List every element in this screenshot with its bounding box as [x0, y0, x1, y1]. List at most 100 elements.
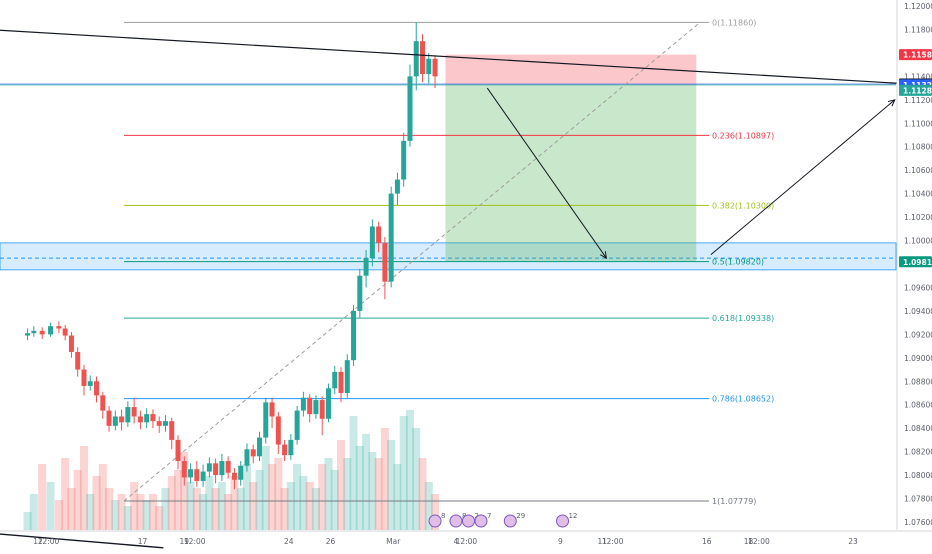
time-tick-label: 12:00: [38, 537, 60, 546]
volume-bar: [155, 506, 164, 530]
forecast-arrow: [710, 99, 896, 256]
candle-body: [48, 326, 54, 335]
volume-bar: [211, 488, 220, 530]
time-tick-label: 24: [284, 537, 294, 546]
time-tick-label: 19: [180, 537, 190, 546]
fib-level-label: 0.5(1.09820): [712, 258, 764, 267]
forecast-arrow-head: [887, 99, 896, 107]
price-tick-label: 1.08200: [904, 448, 932, 457]
volume-bar: [148, 494, 157, 530]
volume-bar: [136, 494, 145, 530]
time-tick-label: 26: [326, 537, 336, 546]
volume-bar: [98, 464, 107, 530]
fib-level-label: 1(1.07779): [712, 497, 756, 506]
fib-level-label: 0.618(1.09338): [712, 314, 774, 323]
stop-loss-zone: [445, 54, 697, 85]
price-tick-label: 1.10000: [904, 237, 932, 246]
candle-body: [288, 439, 294, 456]
volume-bar: [293, 464, 302, 530]
volume-bar: [29, 494, 38, 530]
volume-bar: [92, 476, 101, 530]
candle-body: [307, 397, 313, 415]
price-tick-label: 1.10200: [904, 213, 932, 222]
candle-body: [194, 469, 200, 481]
fib-trend-line: [123, 22, 701, 502]
volume-bar: [343, 458, 352, 530]
candle-body: [238, 465, 244, 480]
volume-bar: [424, 482, 433, 530]
event-flag-icon: [461, 514, 475, 528]
time-tick-label: Mar: [386, 537, 401, 546]
candle-body: [269, 402, 275, 417]
take-profit-zone: [445, 84, 697, 262]
event-count: 8: [441, 512, 445, 520]
volume-bar: [311, 488, 320, 530]
candle-body: [338, 371, 344, 393]
candle-body: [106, 410, 112, 426]
candle-body: [300, 397, 306, 411]
volume-bar: [38, 464, 47, 530]
price-badge: [899, 84, 932, 96]
candle-body: [112, 416, 118, 426]
time-tick-label: 12:00: [456, 537, 478, 546]
candle-body: [351, 310, 357, 361]
price-tick-label: 1.11400: [904, 72, 932, 81]
volume-bar: [117, 494, 126, 530]
candle-body: [39, 330, 45, 335]
candle-body: [313, 400, 319, 415]
candle-body: [357, 275, 363, 311]
event-flag-icon: [503, 514, 517, 528]
volume-bar: [180, 452, 189, 530]
candle-body: [119, 416, 125, 423]
event-flag-icon: [449, 514, 463, 528]
volume-bar: [142, 500, 151, 530]
price-tick-label: 1.09600: [904, 283, 932, 292]
volume-bar: [230, 476, 239, 530]
volume-bar: [418, 458, 427, 530]
volume-bar: [368, 452, 377, 530]
candle-body: [282, 444, 288, 456]
volume-bar: [224, 494, 233, 530]
candle-body: [257, 437, 263, 457]
price-tick-label: 1.07600: [904, 518, 932, 527]
candle-body: [407, 76, 413, 141]
price-tick-label: 1.11200: [904, 96, 932, 105]
volume-bar: [330, 470, 339, 530]
volume-bar: [274, 458, 283, 530]
price-tick-label: 1.10600: [904, 166, 932, 175]
candle-body: [188, 469, 194, 478]
volume-bar: [405, 410, 414, 530]
volume-bar: [79, 446, 88, 530]
volume-bar: [86, 494, 95, 530]
support-zone: [0, 242, 897, 271]
volume-bar: [61, 458, 70, 530]
volume-bar: [205, 476, 214, 530]
price-tick-label: 1.10800: [904, 143, 932, 152]
candle-body: [87, 381, 93, 386]
price-tick-label: 1.11800: [904, 25, 932, 34]
volume-bar: [255, 470, 264, 530]
volume-bar: [299, 476, 308, 530]
price-tick-label: 1.07800: [904, 495, 932, 504]
price-badge-label: 1.11585: [903, 51, 932, 60]
candle-body: [31, 330, 37, 334]
fib-level-label: 0.236(1.10897): [712, 131, 774, 140]
candle-body: [275, 416, 281, 445]
fib-level-label: 0.786(1.08652): [712, 395, 774, 404]
volume-bar: [337, 440, 346, 530]
price-tick-label: 1.10400: [904, 190, 932, 199]
candle-body: [263, 402, 269, 438]
event-flag-icon: [556, 514, 570, 528]
candle-body: [131, 407, 137, 417]
candle-body: [75, 351, 81, 370]
price-tick-label: 1.08400: [904, 424, 932, 433]
time-tick-label: 17: [138, 537, 148, 546]
price-tick-label: 1.08000: [904, 471, 932, 480]
volume-bar: [249, 482, 258, 530]
volume-bar: [393, 464, 402, 530]
candle-body: [162, 421, 168, 426]
time-tick-label: 18: [744, 537, 754, 546]
volume-bar: [374, 458, 383, 530]
